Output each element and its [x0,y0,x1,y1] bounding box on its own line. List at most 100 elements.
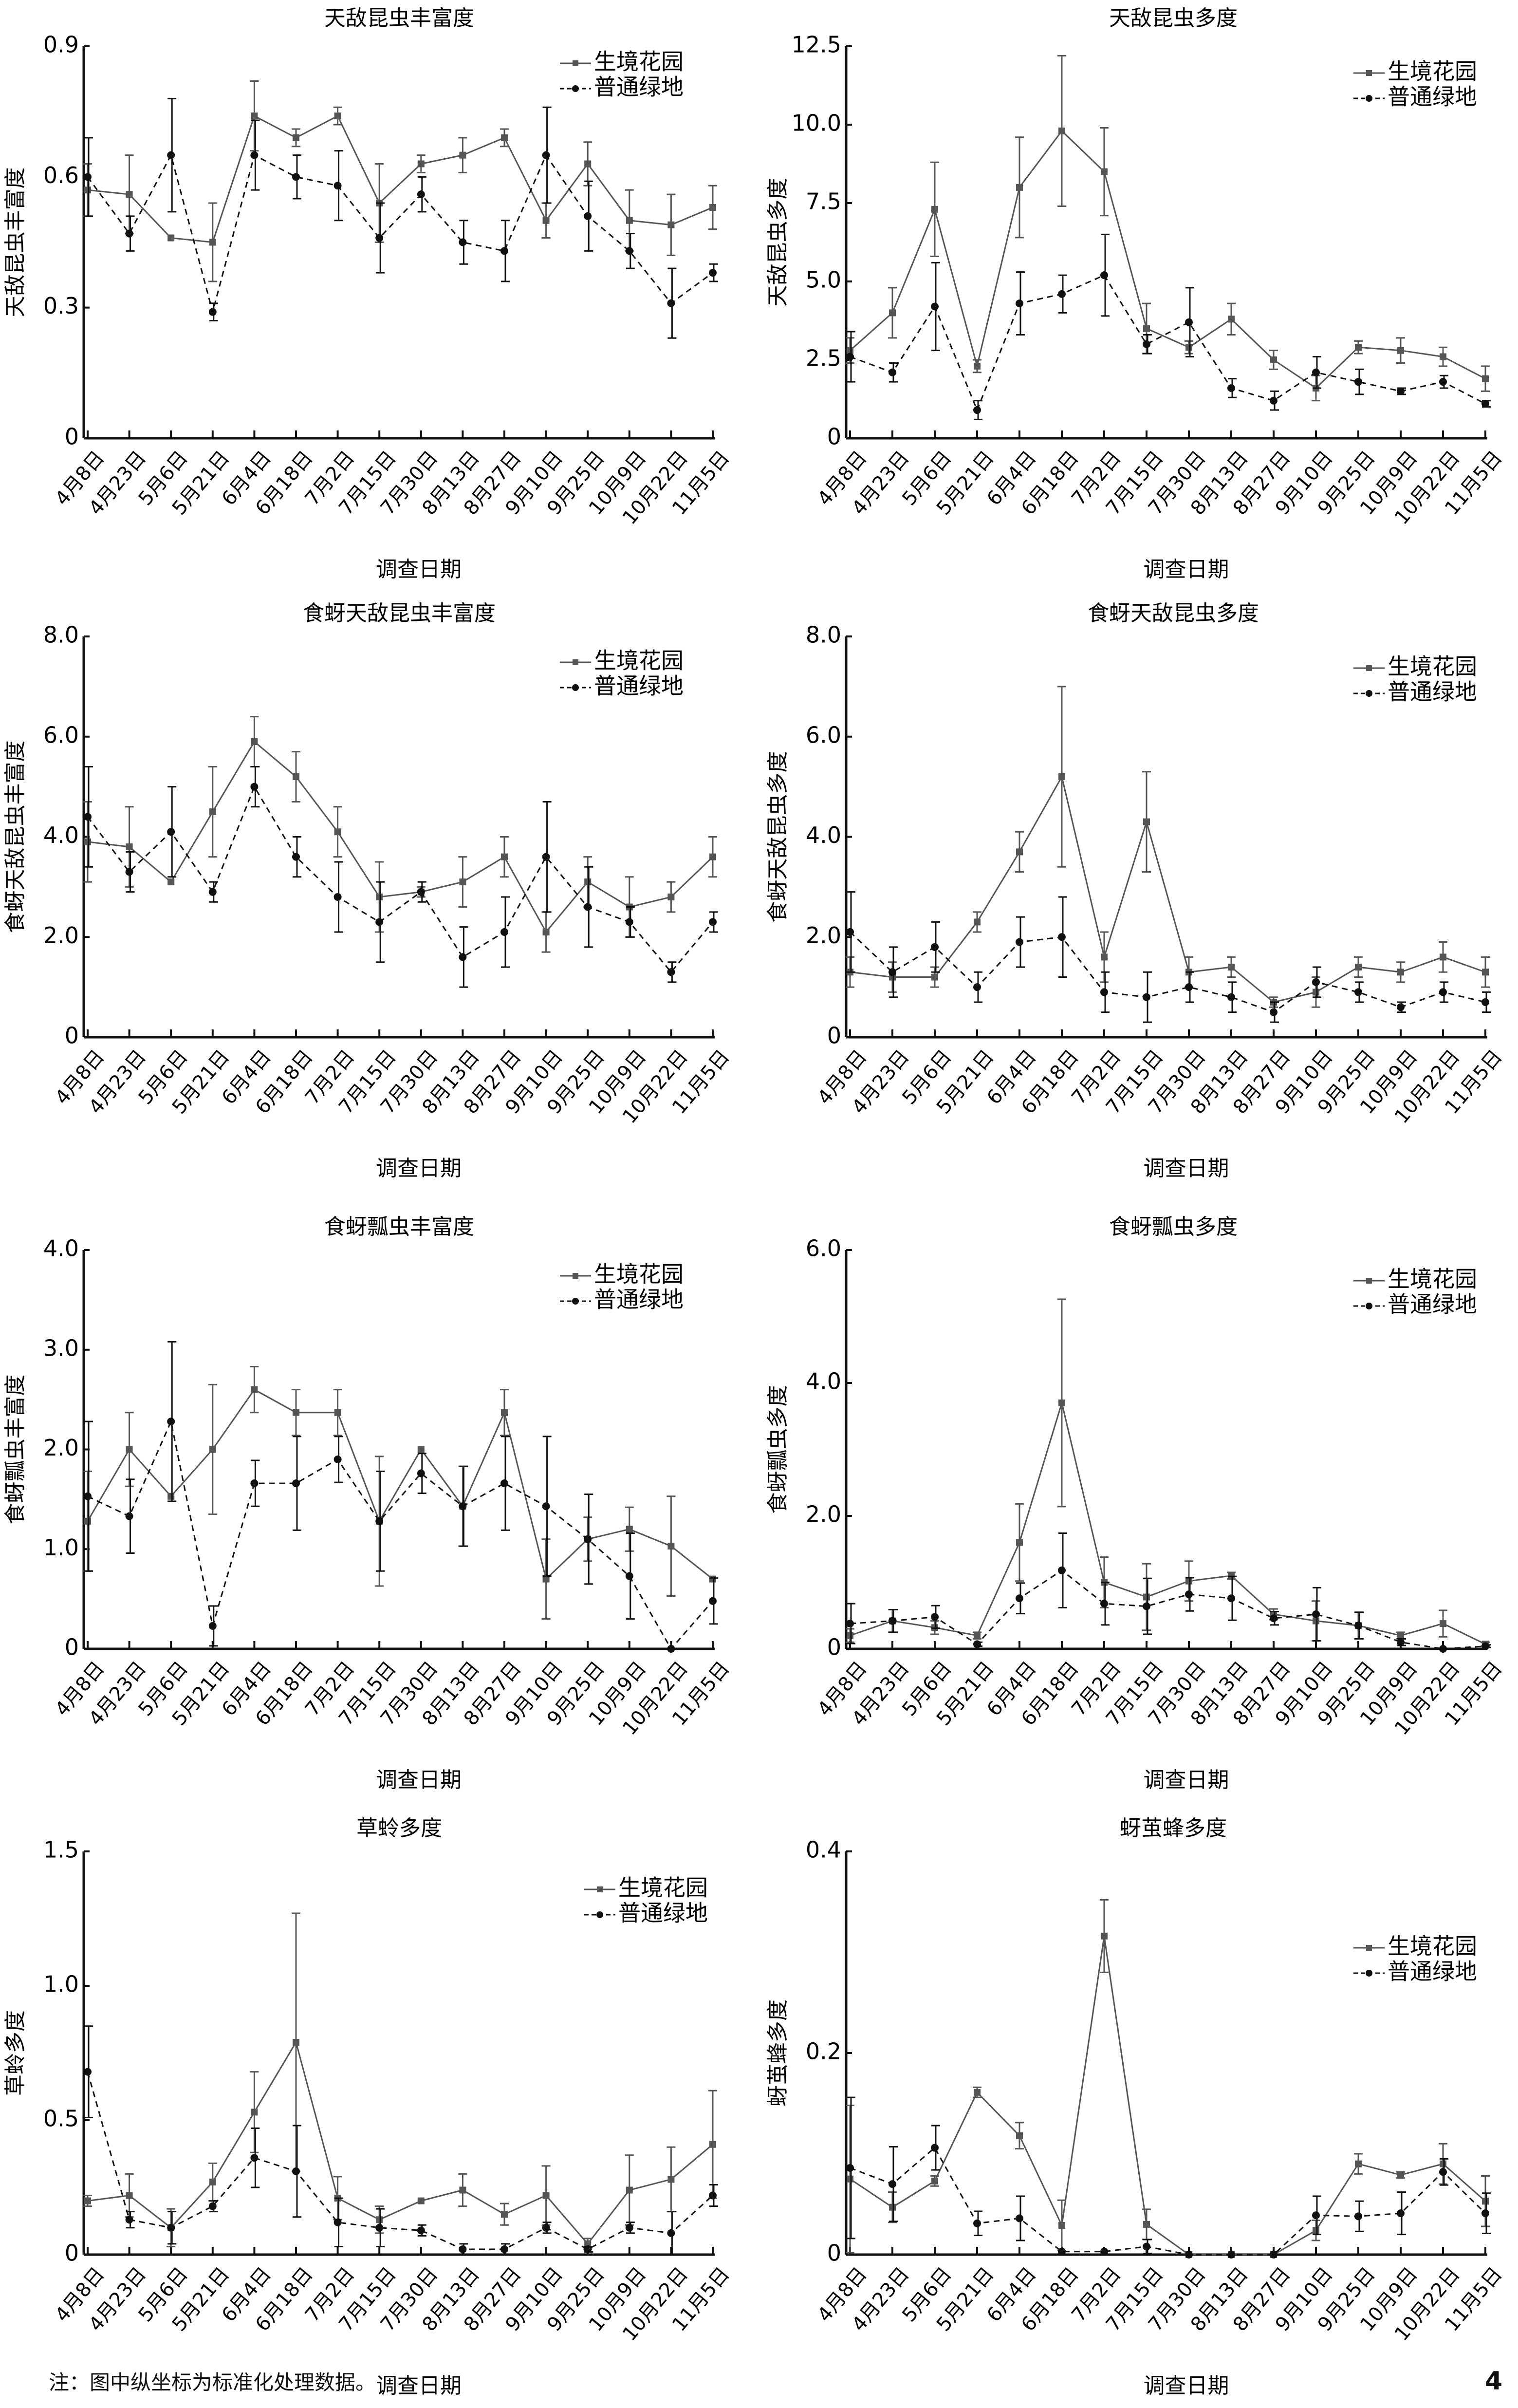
data-point-square [667,1543,675,1550]
data-point-square [974,918,981,926]
data-point-dot [333,2218,342,2226]
data-point-dot [1312,978,1320,986]
data-point-dot [1227,1594,1235,1603]
data-point-square [626,217,633,224]
data-point-dot [1185,2251,1193,2259]
data-point-square [293,2038,299,2046]
data-point-square [1397,969,1404,976]
data-point-square [251,2109,258,2116]
data-point-dot [84,173,92,181]
data-point-square [1143,1593,1150,1601]
data-point-dot [1016,1594,1023,1603]
series-garden [83,1366,716,1620]
data-point-dot [1439,988,1447,996]
y-tick-label: 0.3 [43,293,79,319]
y-tick-label: 0 [827,2240,841,2266]
legend-label: 生境花园 [618,1875,708,1901]
data-point-square [167,1493,175,1500]
x-axis-label: 调查日期 [376,1768,462,1792]
data-point-square [709,1575,716,1583]
data-point-dot [846,1620,854,1628]
data-point-square [459,878,466,886]
data-point-square [667,221,675,228]
data-point-dot [1143,1602,1150,1610]
legend-label: 普通绿地 [594,74,684,100]
y-tick-label: 1.5 [43,1837,79,1863]
data-point-square [1482,969,1489,976]
data-point-dot [208,2202,217,2210]
data-point-dot [667,968,675,976]
series-line [87,740,714,933]
data-point-dot [584,903,592,911]
data-point-square [417,160,425,168]
series-line [850,1569,1486,1650]
x-axis-label: 调查日期 [1144,557,1229,582]
data-point-square [251,1386,258,1393]
y-tick-label: 2.5 [806,345,841,372]
data-point-square [209,1446,216,1453]
series-line [850,274,1486,412]
data-point-dot [84,1492,92,1500]
data-point-square [931,2177,938,2184]
y-tick-label: 4.0 [806,1368,841,1395]
data-point-dot [1481,400,1489,408]
data-point-square [1228,963,1235,971]
data-point-dot [584,1535,592,1543]
y-axis-label: 天敌昆虫丰富度 [3,168,28,317]
data-point-square [709,204,716,211]
x-axis-label: 调查日期 [376,2373,462,2398]
data-point-square [459,2186,466,2194]
series-line [850,774,1486,1003]
data-point-square [1016,184,1023,191]
data-point-dot [1312,2211,1320,2220]
legend-label: 普通绿地 [594,673,684,699]
data-point-dot [125,868,133,876]
x-axis-label: 调查日期 [1144,1156,1229,1181]
data-point-dot [1439,2168,1447,2176]
data-point-square [1185,344,1192,351]
series-garden [846,686,1490,1008]
legend-marker-dot [1366,1303,1372,1309]
legend-label: 生境花园 [594,1261,684,1288]
chart-title: 草蛉多度 [356,1816,442,1841]
data-point-dot [1058,290,1066,298]
data-point-dot [459,2245,467,2253]
series-green [84,2025,718,2256]
data-point-dot [931,2144,939,2152]
data-point-dot [973,983,981,991]
data-point-square [459,151,466,159]
data-point-dot [1354,2212,1362,2221]
y-tick-label: 0 [827,1634,841,1661]
data-point-square [931,205,938,213]
data-point-dot [1100,2247,1108,2256]
data-point-square [1016,1539,1023,1546]
data-point-dot [1058,1566,1066,1574]
y-tick-label: 3.0 [43,1335,79,1361]
data-point-dot [1100,271,1108,280]
series-green [846,2096,1491,2259]
data-point-square [1016,848,1023,856]
data-point-square [209,2178,216,2185]
data-point-dot [667,299,675,307]
data-point-square [1143,325,1150,332]
y-tick-label: 6.0 [43,722,79,748]
data-point-dot [1016,299,1023,308]
data-point-dot [667,2229,675,2237]
data-point-dot [584,2245,592,2253]
data-point-square [334,828,341,836]
data-point-square [334,1409,341,1416]
data-point-square [1101,168,1108,175]
data-point-square [417,1446,425,1453]
legend-label: 生境花园 [594,49,684,75]
legend-label: 生境花园 [1388,58,1477,85]
data-point-dot [931,943,939,951]
data-point-dot [292,853,300,861]
y-tick-label: 2.0 [806,922,841,949]
